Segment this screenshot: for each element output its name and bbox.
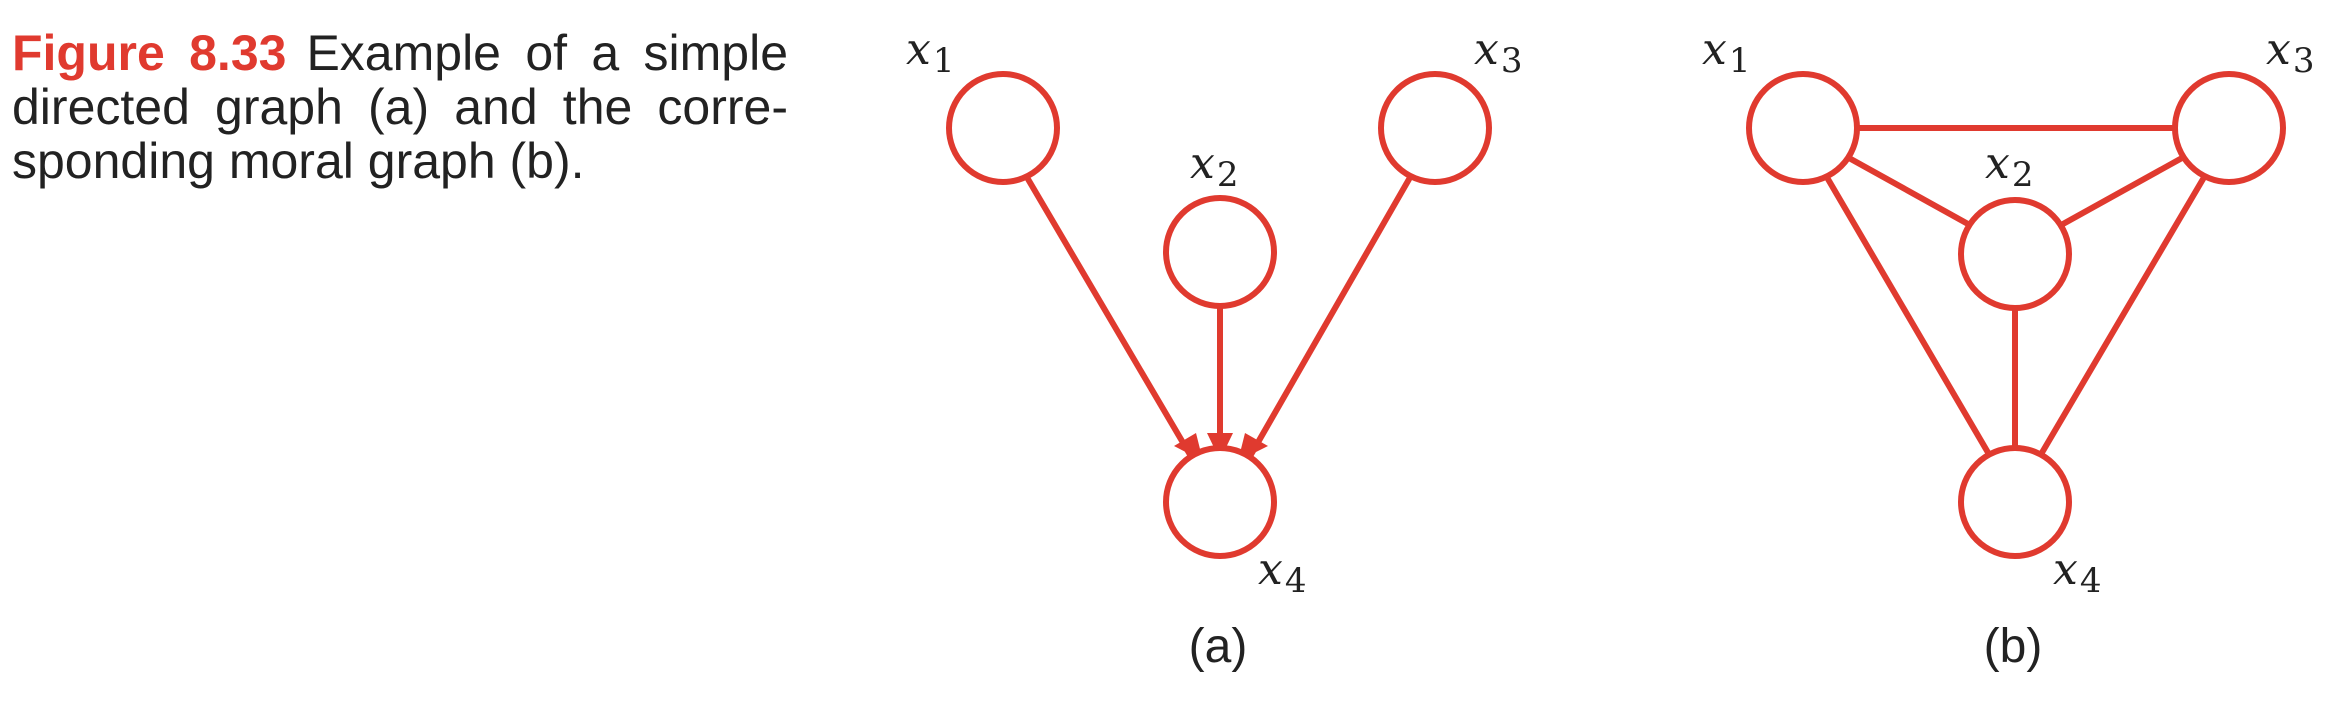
panel-label-b: (b) bbox=[1984, 620, 2043, 673]
edge-a-x3-x4 bbox=[1246, 172, 1415, 460]
edge-b-x1-x4 bbox=[1822, 172, 1993, 458]
edge-b-x3-x2 bbox=[2061, 155, 2184, 227]
panel-label-a: (a) bbox=[1189, 620, 1248, 673]
edge-b-x3-x4 bbox=[2037, 172, 2209, 458]
node-a-x3 bbox=[1378, 71, 1492, 185]
node-a-x2 bbox=[1163, 195, 1277, 309]
node-a-x1 bbox=[946, 71, 1060, 185]
edge-a-x1-x4 bbox=[1022, 172, 1195, 460]
edge-b-x1-x2 bbox=[1847, 155, 1970, 227]
panel-a-directed-graph: x1 x2 x3 x4 (a) bbox=[906, 24, 1522, 673]
label-b-x4: x4 bbox=[2053, 544, 2101, 601]
node-b-x4 bbox=[1958, 445, 2072, 559]
label-b-x3: x3 bbox=[2266, 24, 2314, 81]
caption-text-1: Example of a simple bbox=[306, 25, 788, 81]
panel-b-moral-graph: x1 x2 x3 x4 (b) bbox=[1702, 24, 2314, 673]
label-b-x1: x1 bbox=[1702, 24, 1750, 81]
label-a-x2: x2 bbox=[1190, 138, 1238, 195]
node-b-x1 bbox=[1746, 71, 1860, 185]
node-a-x4 bbox=[1163, 445, 1277, 559]
label-a-x1: x1 bbox=[906, 24, 954, 81]
caption-line-1: Figure 8.33 Example of a simple bbox=[12, 26, 788, 80]
figure-label: Figure 8.33 bbox=[12, 25, 287, 81]
label-b-x2: x2 bbox=[1985, 138, 2033, 195]
caption-line-2: directed graph (a) and the corre- bbox=[12, 79, 788, 135]
label-a-x4: x4 bbox=[1258, 544, 1306, 601]
label-a-x3: x3 bbox=[1474, 24, 1522, 81]
caption-line-3: sponding moral graph (b). bbox=[12, 133, 585, 189]
node-b-x2 bbox=[1958, 197, 2072, 311]
node-b-x3 bbox=[2172, 71, 2286, 185]
figure-caption: Figure 8.33 Example of a simple directed … bbox=[12, 26, 788, 188]
